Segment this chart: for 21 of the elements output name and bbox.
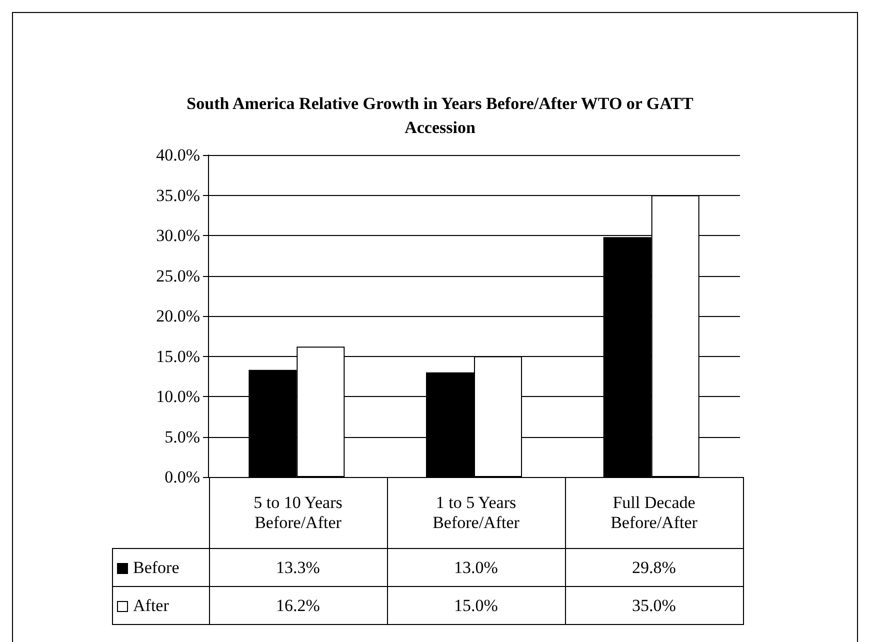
y-tick-label: 10.0%	[156, 387, 200, 406]
data-label: 13.0%	[387, 548, 565, 586]
x-tick-label: 5 to 10 Years Before/After	[209, 478, 387, 548]
data-label: 13.3%	[209, 548, 387, 586]
legend-label: Before	[112, 548, 209, 586]
data-label: 35.0%	[565, 586, 743, 624]
x-tick-label: Full Decade Before/After	[565, 478, 743, 548]
y-tick-label: 40.0%	[156, 146, 200, 164]
y-tick-label: 25.0%	[156, 266, 200, 286]
y-tick-label: 0.0%	[164, 468, 200, 486]
legend-label: After	[112, 586, 209, 624]
x-tick-label: 1 to 5 Years Before/After	[387, 478, 565, 548]
y-tick-label: 35.0%	[156, 186, 200, 205]
y-tick-label: 15.0%	[156, 346, 200, 366]
chart-title: South America Relative Growth in Years Before/After WTO or GATT Accession	[186, 93, 694, 139]
y-tick-label: 20.0%	[156, 306, 200, 326]
data-label: 16.2%	[209, 586, 387, 624]
y-tick-label: 5.0%	[164, 427, 200, 446]
data-label: 29.8%	[565, 548, 743, 586]
y-tick-label: 30.0%	[156, 226, 200, 245]
data-label: 15.0%	[387, 586, 565, 624]
